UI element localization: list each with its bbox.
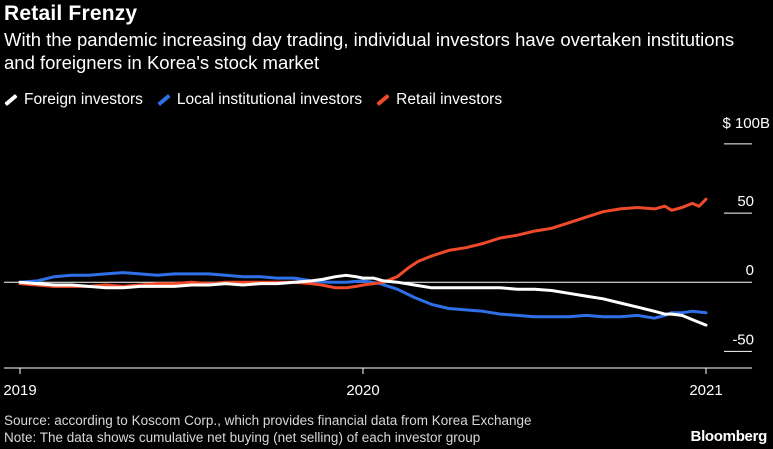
y-tick-label: 50 [737,193,754,210]
x-tick-label: 2019 [3,382,36,399]
data-note: Note: The data shows cumulative net buyi… [4,430,481,445]
series-line-retail-investors [18,197,708,290]
x-tick-label: 2021 [689,382,722,399]
legend-label-retail: Retail investors [396,91,503,108]
legend-item-institutional: Local institutional investors [157,91,362,109]
y-unit-label: $ 100B [722,115,770,132]
grid-layer [4,143,752,352]
bloomberg-logo: Bloomberg [690,428,768,445]
chart-title: Retail Frenzy [4,2,138,25]
y-tick-label: 0 [746,262,754,279]
y-tick-label: -50 [732,331,754,348]
legend: Foreign investors Local institutional in… [4,91,516,109]
x-tick-label: 2020 [346,382,379,399]
legend-label-institutional: Local institutional investors [176,91,363,108]
series-line-foreign-investors [18,273,708,327]
source-note: Source: according to Koscom Corp., which… [4,413,532,428]
series-layer [18,197,708,327]
chart-subtitle: With the pandemic increasing day trading… [4,29,735,73]
legend-item-foreign: Foreign investors [4,91,143,109]
axis-layer: $ 100B 50 0 -50 2019 2020 2021 [3,115,770,399]
legend-item-retail: Retail investors [376,91,502,109]
legend-label-foreign: Foreign investors [24,91,143,108]
